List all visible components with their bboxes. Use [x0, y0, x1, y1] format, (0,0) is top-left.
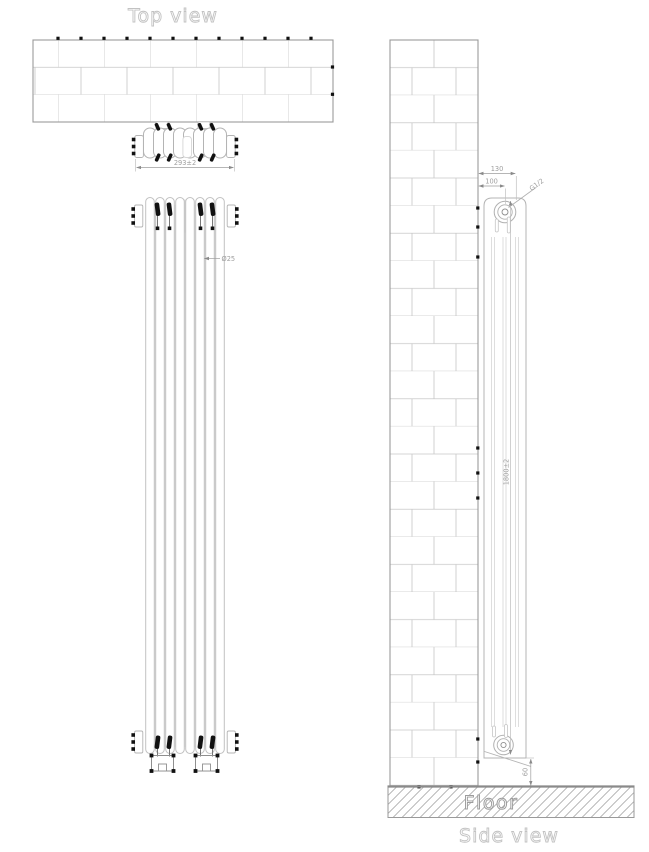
top-wall-dots: [56, 36, 335, 96]
tube-diameter-label: Ø25: [222, 255, 236, 263]
top-radiator-fittings: [131, 135, 239, 158]
overall-width-label: 293±2: [174, 159, 196, 167]
floor-strut: [484, 751, 532, 767]
floor-label: Floor: [464, 792, 519, 814]
floor: Floor: [387, 785, 635, 818]
top-radiator-clips: [154, 122, 216, 162]
side-columns: [491, 237, 519, 727]
overall-height-label: 1800±2: [502, 459, 510, 486]
front-fittings: [131, 204, 239, 754]
dimension-depth: 130 100: [478, 165, 517, 204]
top-view-wall: [32, 39, 334, 123]
front-bracket-boxes: [149, 753, 220, 773]
floor-clearance-label: 60: [522, 768, 530, 776]
dimension-tube-diameter: Ø25: [204, 255, 235, 263]
dimension-overall-height: 1800±2: [502, 200, 513, 755]
front-view-radiator: [131, 197, 239, 773]
top-radiator-sections: [143, 127, 227, 159]
front-clips-top: [154, 202, 216, 231]
dimension-floor-clearance: 60: [522, 757, 534, 786]
side-view-radiator: [483, 197, 532, 767]
side-view-wall: [389, 39, 479, 788]
dimension-overall-width: 293±2: [135, 159, 235, 172]
top-view-title: Top view: [127, 5, 218, 27]
side-view-title: Side view: [459, 825, 559, 847]
depth-label: 130: [491, 165, 504, 173]
wall-to-center-label: 100: [485, 178, 498, 186]
thread-label: G1/2: [528, 177, 545, 193]
